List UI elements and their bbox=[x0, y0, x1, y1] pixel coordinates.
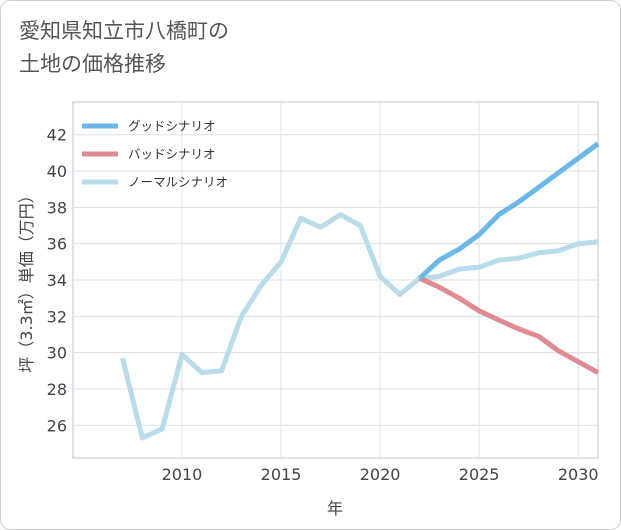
y-tick-label: 34 bbox=[47, 271, 67, 290]
series-line-0 bbox=[418, 141, 600, 281]
series-line-1 bbox=[418, 275, 600, 375]
chart-title: 愛知県知立市八橋町の 土地の価格推移 bbox=[19, 19, 229, 76]
legend-label-1: バッドシナリオ bbox=[128, 147, 216, 162]
y-tick-label: 30 bbox=[47, 344, 67, 363]
legend-label-2: ノーマルシナリオ bbox=[128, 175, 228, 190]
y-tick-label: 32 bbox=[47, 307, 67, 326]
x-tick-label: 2030 bbox=[558, 465, 599, 484]
y-tick-label: 40 bbox=[47, 162, 67, 181]
y-tick-label: 28 bbox=[47, 380, 67, 399]
x-tick-label: 2010 bbox=[162, 465, 203, 484]
y-tick-label: 42 bbox=[47, 126, 67, 145]
y-tick-label: 38 bbox=[47, 198, 67, 217]
y-axis-label: 坪（3.3㎡）単価（万円） bbox=[17, 187, 36, 372]
legend-label-0: グッドシナリオ bbox=[128, 119, 216, 134]
y-tick-label: 26 bbox=[47, 416, 67, 435]
x-tick-label: 2015 bbox=[261, 465, 302, 484]
x-axis-label: 年 bbox=[327, 499, 343, 518]
x-tick-label: 2020 bbox=[360, 465, 401, 484]
y-tick-label: 36 bbox=[47, 235, 67, 254]
series-line-2 bbox=[120, 212, 599, 441]
x-tick-label: 2025 bbox=[459, 465, 500, 484]
